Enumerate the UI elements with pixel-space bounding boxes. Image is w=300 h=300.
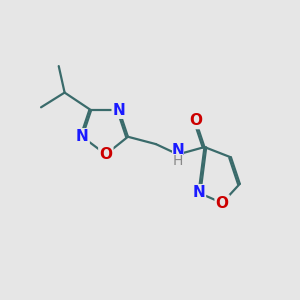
- Text: H: H: [173, 154, 183, 168]
- Text: N: N: [113, 103, 125, 118]
- Text: O: O: [216, 196, 229, 211]
- Text: O: O: [189, 113, 202, 128]
- Text: N: N: [192, 185, 205, 200]
- Text: N: N: [76, 129, 89, 144]
- Text: O: O: [99, 147, 112, 162]
- Text: N: N: [172, 143, 184, 158]
